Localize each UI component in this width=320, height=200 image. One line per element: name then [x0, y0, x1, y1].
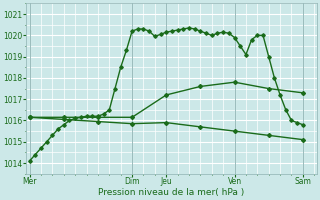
X-axis label: Pression niveau de la mer( hPa ): Pression niveau de la mer( hPa ): [98, 188, 244, 197]
